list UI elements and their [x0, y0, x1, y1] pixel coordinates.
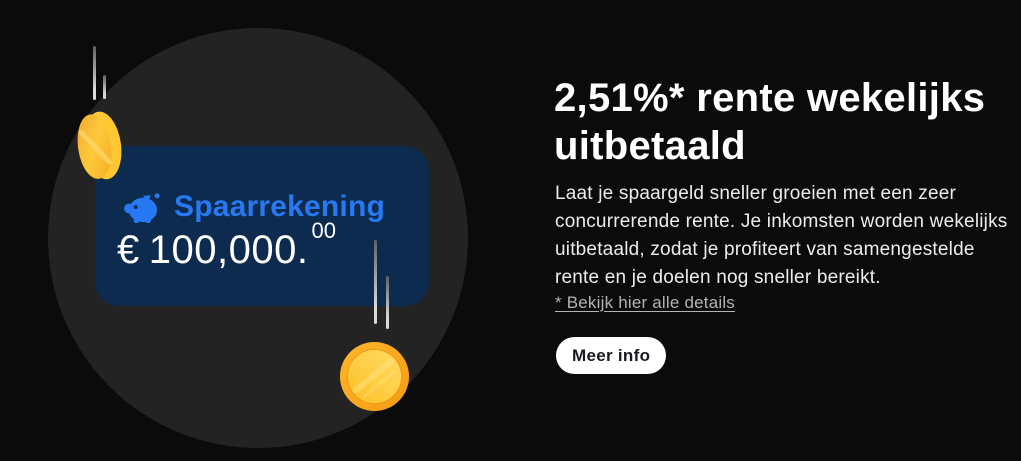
motion-line: [93, 46, 96, 100]
meer-info-button[interactable]: Meer info: [556, 337, 667, 374]
piggy-bank-icon: [124, 192, 160, 223]
falling-coin-icon: [77, 111, 122, 180]
motion-line: [103, 75, 106, 99]
account-label: Spaarrekening: [174, 190, 386, 223]
account-balance: €100,000. 00: [117, 218, 336, 273]
motion-line: [386, 276, 389, 329]
savings-account-card: Spaarrekening €100,000. 00: [95, 146, 429, 306]
account-label-row: Spaarrekening: [123, 190, 385, 224]
intro-paragraph: Laat je spaargeld sneller groeien met ee…: [555, 183, 1008, 288]
page-title: 2,51%* rente wekelijks uitbetaald: [554, 76, 986, 168]
details-link[interactable]: * Bekijk hier alle details: [555, 293, 736, 312]
balance-amount: 100,000.: [148, 228, 309, 272]
balance-cents: 00: [311, 217, 336, 243]
motion-line: [374, 240, 377, 324]
currency-symbol: €: [117, 228, 140, 272]
falling-coin-icon: [339, 341, 410, 412]
